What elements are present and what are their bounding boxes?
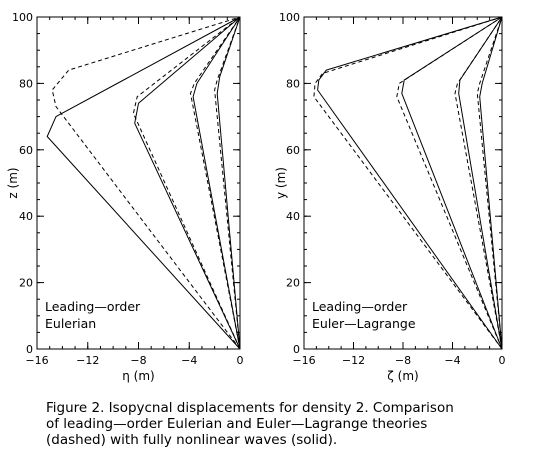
x-tick-label: −8 (130, 354, 146, 367)
solid-curve-4 (458, 16, 503, 350)
y-axis-title: z (m) (6, 167, 20, 198)
y-tick-label: 60 (19, 144, 33, 157)
solid-curve-4 (192, 16, 241, 350)
solid-curve-0 (46, 16, 241, 350)
panel-annotation: Leading—order (312, 299, 408, 314)
dashed-curve-5 (190, 16, 241, 350)
solid-curve-6 (479, 16, 503, 350)
solid-curve-6 (216, 16, 241, 350)
x-tick-label: −4 (181, 354, 197, 367)
solid-curve-0 (317, 16, 503, 350)
x-tick-label: −4 (444, 354, 460, 367)
dashed-curve-3 (396, 16, 503, 350)
panel-right-euler-lagrange: 0 20 40 60 80 100 −16 −12 −8 −4 0 ζ (m) y (m) Leading… (274, 11, 506, 383)
y-tick-label: 40 (286, 210, 300, 223)
y-tick-label: 60 (286, 144, 300, 157)
dashed-curve-7 (214, 16, 241, 350)
y-tick-label: 80 (19, 77, 33, 90)
x-tick-label: 0 (499, 354, 506, 367)
x-tick-label: −12 (342, 354, 365, 367)
solid-curve-2 (134, 16, 241, 350)
y-tick-label: 20 (286, 277, 300, 290)
panel-annotation: Euler—Lagrange (312, 316, 416, 331)
y-tick-label: 40 (19, 210, 33, 223)
y-axis-title: y (m) (274, 167, 288, 199)
y-tick-label: 0 (26, 343, 33, 356)
y-tick-label: 100 (12, 11, 33, 24)
x-axis-title: η (m) (122, 369, 154, 383)
x-tick-label: −16 (292, 354, 315, 367)
y-tick-label: 80 (286, 77, 300, 90)
y-tick-label: 0 (293, 343, 300, 356)
panel-left-eulerian: 0 20 40 60 80 100 −16 −12 −8 −4 0 η (m) z (m) Leading… (6, 11, 244, 383)
dashed-curve-3 (132, 16, 241, 350)
x-tick-label: −12 (76, 354, 99, 367)
x-tick-label: −16 (25, 354, 48, 367)
panel-annotation: Eulerian (45, 316, 96, 331)
figure-caption: Figure 2. Isopycnal displacements for de… (46, 400, 454, 448)
dashed-curve-5 (454, 16, 503, 350)
y-tick-label: 100 (279, 11, 300, 24)
x-axis-title: ζ (m) (387, 369, 418, 383)
x-tick-label: −8 (395, 354, 411, 367)
panel-annotation: Leading—order (45, 299, 141, 314)
dashed-curve-7 (476, 16, 503, 350)
y-tick-label: 20 (19, 277, 33, 290)
x-tick-label: 0 (237, 354, 244, 367)
dashed-curve-1 (51, 16, 241, 350)
